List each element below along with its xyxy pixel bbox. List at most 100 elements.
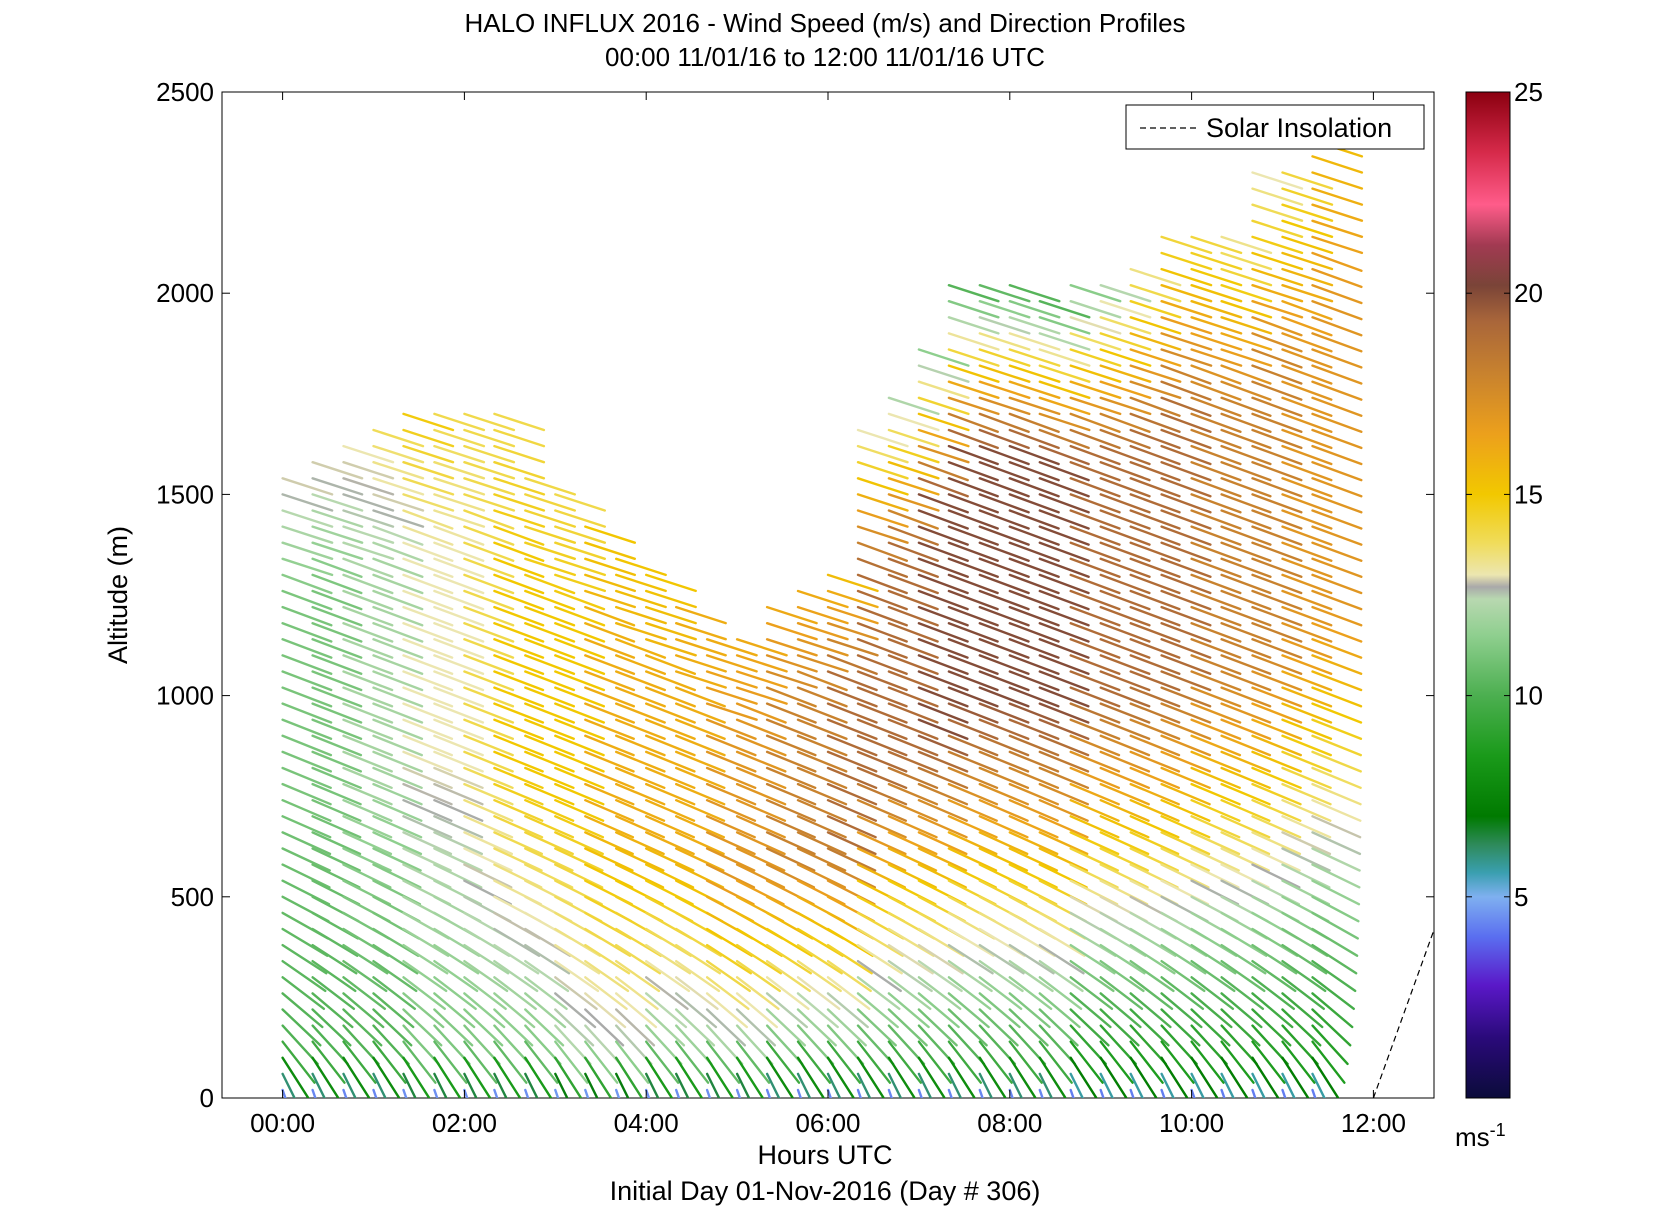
wind-barb	[1311, 750, 1362, 773]
wind-barb	[887, 960, 933, 993]
wind-barb	[1311, 718, 1363, 740]
wind-barb	[281, 686, 333, 708]
wind-barb	[1008, 380, 1061, 399]
wind-barb	[342, 831, 393, 856]
wind-barb	[887, 782, 939, 806]
wind-barb	[1251, 960, 1297, 993]
wind-barb	[765, 1056, 795, 1098]
wind-barb	[1251, 799, 1302, 822]
wind-barb	[372, 960, 418, 993]
wind-barb	[584, 799, 635, 822]
wind-barb	[1311, 782, 1362, 806]
wind-barb	[342, 1056, 371, 1098]
wind-barb	[1251, 670, 1303, 692]
wind-barb	[796, 766, 848, 789]
wind-barb	[311, 831, 362, 856]
wind-barb	[554, 509, 606, 528]
wind-barb	[1160, 589, 1212, 611]
wind-barb	[1160, 927, 1208, 957]
wind-barb	[1251, 831, 1302, 856]
wind-barb	[1008, 734, 1060, 757]
wind-barb	[1190, 1008, 1231, 1047]
y-tick-label: 2000	[156, 278, 214, 308]
wind-barb	[1069, 847, 1120, 872]
wind-barb	[796, 782, 848, 806]
wind-barb	[493, 461, 546, 480]
wind-barb	[554, 831, 604, 856]
wind-barb	[917, 702, 969, 724]
wind-barb	[978, 364, 1031, 383]
wind-barb	[675, 1040, 710, 1084]
wind-barb	[524, 541, 576, 560]
wind-barb	[735, 782, 787, 806]
wind-barb	[554, 863, 604, 889]
wind-barb	[826, 589, 879, 609]
y-tick-label: 2500	[156, 77, 214, 107]
y-tick-label: 1500	[156, 479, 214, 509]
wind-barb	[1220, 702, 1272, 724]
wind-barb	[1251, 187, 1304, 206]
wind-barb	[402, 1056, 431, 1098]
wind-barb	[554, 799, 605, 822]
colorbar-tick-label: 25	[1514, 77, 1543, 107]
wind-barb	[554, 750, 605, 773]
wind-barb	[584, 976, 628, 1010]
wind-barb	[1069, 718, 1121, 740]
wind-barb	[554, 573, 606, 593]
wind-barb	[1281, 799, 1332, 822]
wind-barb	[856, 831, 907, 856]
wind-barb	[1160, 750, 1212, 773]
wind-barb	[1160, 525, 1212, 546]
wind-barb	[1038, 927, 1086, 957]
wind-barb	[645, 863, 695, 889]
wind-barb	[1190, 509, 1242, 530]
wind-barb	[978, 815, 1029, 839]
wind-barb	[1069, 670, 1121, 692]
wind-barb	[372, 638, 424, 659]
wind-barb	[1190, 1040, 1225, 1084]
wind-barb	[1281, 734, 1333, 757]
wind-barb	[978, 589, 1030, 611]
wind-barb	[796, 670, 848, 692]
wind-barb	[524, 960, 570, 993]
wind-barb	[1129, 1040, 1164, 1084]
wind-barb	[1281, 1056, 1310, 1098]
wind-barb	[584, 557, 636, 577]
wind-barb	[1311, 541, 1363, 562]
wind-barb	[1281, 638, 1333, 659]
wind-barb	[1129, 992, 1172, 1029]
wind-barb	[1160, 815, 1211, 839]
wind-barb	[1099, 525, 1151, 546]
wind-barb	[463, 927, 511, 957]
wind-barb	[978, 927, 1026, 957]
wind-barb	[1311, 992, 1354, 1029]
wind-barb	[1069, 766, 1121, 789]
wind-barb	[311, 541, 364, 560]
wind-barb	[342, 847, 392, 872]
wind-barb	[402, 461, 455, 480]
wind-barb	[735, 638, 788, 657]
wind-barb	[826, 943, 873, 975]
wind-barb	[1129, 589, 1181, 611]
wind-barb	[1008, 638, 1060, 659]
wind-barb	[947, 976, 992, 1010]
wind-barb	[524, 525, 576, 544]
wind-barb	[281, 654, 333, 675]
wind-barb	[524, 943, 571, 975]
wind-barb	[826, 847, 877, 872]
wind-barb	[554, 622, 606, 643]
wind-barb	[1311, 654, 1363, 675]
wind-barb	[1251, 976, 1296, 1010]
wind-barb	[796, 1056, 826, 1098]
wind-barb	[1008, 396, 1061, 416]
wind-barb	[645, 670, 696, 692]
wind-barb	[1160, 831, 1211, 856]
wind-barb	[1099, 992, 1142, 1029]
wind-barb	[1160, 960, 1206, 993]
wind-barb	[281, 960, 327, 993]
wind-barb	[796, 847, 847, 872]
wind-barb	[1038, 702, 1090, 724]
wind-barb	[1038, 428, 1090, 450]
wind-barb	[372, 799, 423, 822]
wind-barb	[947, 589, 999, 611]
